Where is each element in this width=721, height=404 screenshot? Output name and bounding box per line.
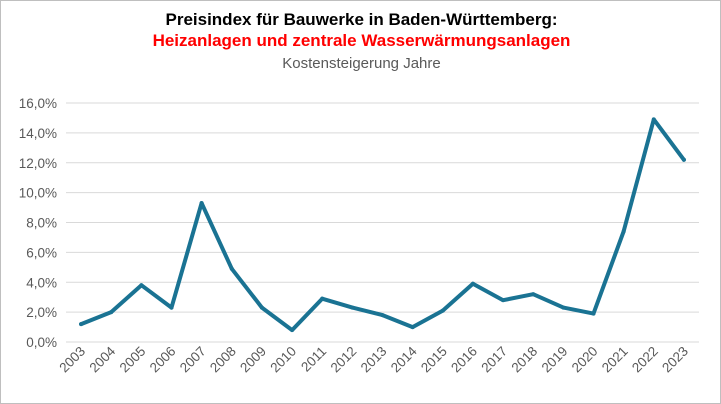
y-tick-label: 16,0% <box>19 96 57 111</box>
x-tick-label: 2015 <box>418 344 450 376</box>
y-tick-label: 8,0% <box>26 216 57 231</box>
x-tick-label: 2007 <box>177 344 209 376</box>
grid-lines <box>66 102 699 343</box>
chart-titles: Preisindex für Bauwerke in Baden-Württem… <box>1 9 721 74</box>
x-tick-label: 2013 <box>358 344 390 376</box>
x-tick-label: 2020 <box>569 344 601 376</box>
x-tick-label: 2004 <box>86 343 118 375</box>
series-line <box>79 117 686 333</box>
data-point <box>681 157 686 162</box>
x-tick-label: 2011 <box>298 344 329 375</box>
x-tick-label: 2019 <box>539 344 571 376</box>
y-axis-labels: 0,0% 2,0% 4,0% 6,0% 8,0% 10,0% 12,0% 14,0% 16,0% <box>19 96 57 350</box>
data-point <box>621 229 626 234</box>
data-point <box>651 117 656 122</box>
data-point <box>350 305 355 310</box>
x-tick-label: 2008 <box>207 344 239 376</box>
chart-subtitle-secondary: Kostensteigerung Jahre <box>282 55 441 72</box>
x-tick-label: 2010 <box>267 344 299 376</box>
y-tick-label: 2,0% <box>26 305 57 320</box>
data-point <box>591 311 596 316</box>
y-tick-label: 4,0% <box>26 275 57 290</box>
data-point <box>109 310 114 315</box>
x-tick-label: 2023 <box>659 344 691 376</box>
data-point <box>169 305 174 310</box>
x-tick-label: 2006 <box>147 344 179 376</box>
x-tick-label: 2012 <box>328 344 360 376</box>
x-tick-label: 2016 <box>448 344 480 376</box>
x-tick-label: 2009 <box>237 344 269 376</box>
y-tick-label: 12,0% <box>19 156 57 171</box>
chart-title: Preisindex für Bauwerke in Baden-Württem… <box>165 10 558 29</box>
data-point <box>79 322 84 327</box>
data-point <box>320 296 325 301</box>
data-point <box>501 298 506 303</box>
data-point <box>139 283 144 288</box>
x-tick-label: 2021 <box>599 344 631 376</box>
data-point <box>531 292 536 297</box>
data-point <box>199 201 204 206</box>
y-tick-label: 6,0% <box>26 245 57 260</box>
data-point <box>561 305 566 310</box>
data-point <box>470 281 475 286</box>
y-tick-label: 10,0% <box>19 186 57 201</box>
x-tick-label: 2005 <box>117 344 149 376</box>
x-tick-label: 2022 <box>629 344 661 376</box>
x-tick-label: 2014 <box>388 343 420 375</box>
chart-subtitle: Heizanlagen und zentrale Wasserwärmungsa… <box>152 31 571 50</box>
data-point <box>259 305 264 310</box>
x-tick-label: 2003 <box>56 344 88 376</box>
series-layer <box>79 117 686 333</box>
data-point <box>410 325 415 330</box>
x-tick-label: 2017 <box>478 344 510 376</box>
y-tick-label: 0,0% <box>26 335 57 350</box>
y-tick-label: 14,0% <box>19 126 57 141</box>
data-point <box>380 313 385 318</box>
x-tick-label: 2018 <box>508 344 540 376</box>
data-point <box>290 328 295 333</box>
data-point <box>440 308 445 313</box>
data-point <box>229 266 234 271</box>
